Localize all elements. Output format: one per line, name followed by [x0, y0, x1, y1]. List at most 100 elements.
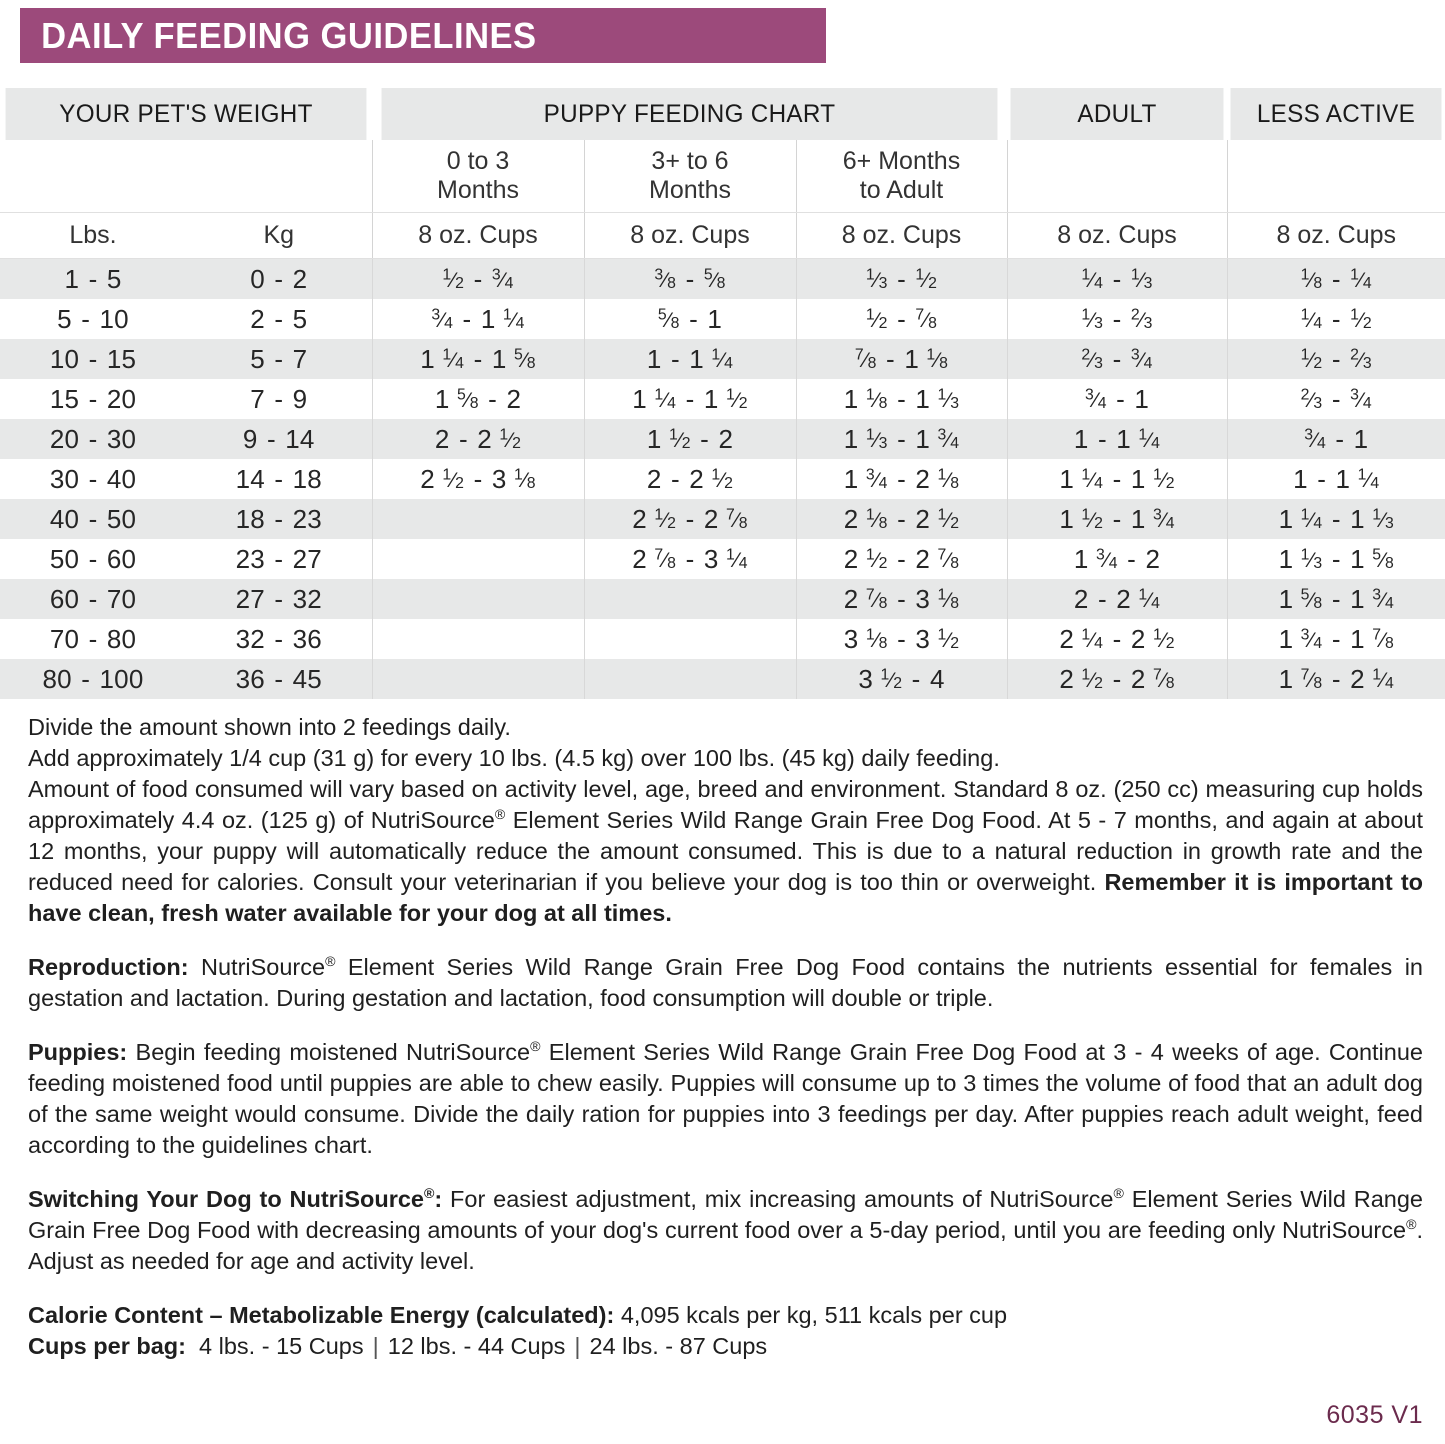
cell-kg: 23 - 27: [186, 539, 372, 579]
table-row: 60 - 70 27 - 32 2 7⁄8 - 3 1⁄8 2 - 2 1⁄4 1 5⁄…: [0, 579, 1445, 619]
cell-less-active: 1⁄2 - 2⁄3: [1226, 339, 1445, 379]
age-header-0-3-line1: 0 to 3: [446, 146, 510, 175]
cell-less-active: 2⁄3 - 3⁄4: [1226, 379, 1445, 419]
header-adult: ADULT: [1010, 88, 1224, 140]
switching-label-end: :: [434, 1186, 443, 1213]
age-header-blank-adult: [1006, 140, 1228, 213]
cell-lbs: 1 - 5: [0, 258, 186, 299]
cell-adult: 1 1⁄4 - 1 1⁄2: [1006, 459, 1228, 499]
cell-less-active: 1 1⁄4 - 1 1⁄3: [1226, 499, 1445, 539]
registered-mark-icon: ®: [1406, 1216, 1417, 1233]
cell-puppy-0-3: [371, 619, 584, 659]
registered-mark-icon: ®: [424, 1185, 435, 1202]
cell-lbs: 5 - 10: [0, 299, 186, 339]
cell-puppy-0-3: [371, 579, 584, 619]
cell-puppy-6-adult: 3 1⁄2 - 4: [795, 659, 1008, 699]
cell-adult: 2 - 2 1⁄4: [1006, 579, 1228, 619]
switching-text-3: . Adjust as needed for age and activity …: [28, 1217, 1423, 1275]
page-title-bar: DAILY FEEDING GUIDELINES: [20, 8, 826, 63]
cell-puppy-0-3: [371, 539, 584, 579]
header-pet-weight: YOUR PET'S WEIGHT: [5, 88, 367, 140]
age-header-6-adult: 6+ Months to Adult: [795, 140, 1008, 213]
cell-puppy-3-6: 1 1⁄2 - 2: [583, 419, 796, 459]
cell-less-active: 1 1⁄3 - 1 5⁄8: [1226, 539, 1445, 579]
cell-lbs: 10 - 15: [0, 339, 186, 379]
cell-puppy-0-3: [371, 499, 584, 539]
cell-kg: 9 - 14: [186, 419, 372, 459]
cell-puppy-3-6: 2 - 2 1⁄2: [583, 459, 796, 499]
cell-puppy-3-6: 1 - 1 1⁄4: [583, 339, 796, 379]
unit-header-less-active: 8 oz. Cups: [1226, 212, 1445, 259]
note-main-part2: Element Series Wild Range Grain Free Dog…: [28, 807, 1423, 896]
cell-puppy-0-3: 2 1⁄2 - 3 1⁄8: [371, 459, 584, 499]
cups-per-bag-value-1: 4 lbs. - 15 Cups: [199, 1333, 364, 1360]
age-header-6-adult-line2: to Adult: [859, 176, 944, 204]
cell-puppy-0-3: 2 - 2 1⁄2: [371, 419, 584, 459]
unit-header-puppy-0-3: 8 oz. Cups: [371, 212, 584, 259]
note-cups-per-bag: Cups per bag: 4 lbs. - 15 Cups | 12 lbs. -…: [28, 1331, 1423, 1362]
cell-puppy-6-adult: 1 1⁄3 - 1 3⁄4: [795, 419, 1008, 459]
cell-lbs: 30 - 40: [0, 459, 186, 499]
cell-less-active: 1 3⁄4 - 1 7⁄8: [1226, 619, 1445, 659]
cell-less-active: 1⁄8 - 1⁄4: [1226, 258, 1445, 299]
cell-kg: 5 - 7: [186, 339, 372, 379]
registered-mark-icon: ®: [530, 1038, 541, 1055]
cell-kg: 18 - 23: [186, 499, 372, 539]
cell-adult: 2 1⁄2 - 2 7⁄8: [1006, 659, 1228, 699]
unit-header-puppy-3-6: 8 oz. Cups: [583, 212, 796, 259]
unit-header-kg: Kg: [186, 212, 372, 259]
cups-per-bag-value-3: 24 lbs. - 87 Cups: [589, 1333, 768, 1360]
cell-kg: 2 - 5: [186, 299, 372, 339]
registered-mark-icon: ®: [1113, 1185, 1124, 1202]
cell-puppy-0-3: 1 5⁄8 - 2: [371, 379, 584, 419]
puppies-text-2: Element Series Wild Range Grain Free Dog…: [28, 1039, 1423, 1159]
age-header-blank-less-active: [1226, 140, 1445, 213]
registered-mark-icon: ®: [325, 953, 336, 970]
age-header-3-6-months: 3+ to 6 Months: [583, 140, 796, 213]
cell-puppy-3-6: [583, 579, 796, 619]
cell-lbs: 50 - 60: [0, 539, 186, 579]
cell-less-active: 1 5⁄8 - 1 3⁄4: [1226, 579, 1445, 619]
cell-puppy-0-3: 3⁄4 - 1 1⁄4: [371, 299, 584, 339]
cell-less-active: 1 - 1 1⁄4: [1226, 459, 1445, 499]
age-header-0-3-months: 0 to 3 Months: [371, 140, 584, 213]
feeding-chart-table-wrap: YOUR PET'S WEIGHT PUPPY FEEDING CHART AD…: [0, 88, 1445, 699]
unit-header-lbs: Lbs.: [0, 212, 186, 259]
note-line-2: Add approximately 1/4 cup (31 g) for eve…: [28, 745, 1000, 772]
switching-label: Switching Your Dog to NutriSource: [28, 1186, 424, 1213]
reproduction-label: Reproduction:: [28, 954, 189, 981]
age-header-blank-weight: [0, 140, 372, 213]
cell-puppy-6-adult: 1⁄3 - 1⁄2: [795, 258, 1008, 299]
cell-adult: 1⁄3 - 2⁄3: [1006, 299, 1228, 339]
registered-mark-icon: ®: [494, 806, 506, 823]
cell-puppy-6-adult: 2 7⁄8 - 3 1⁄8: [795, 579, 1008, 619]
cell-puppy-6-adult: 2 1⁄8 - 2 1⁄2: [795, 499, 1008, 539]
cell-puppy-3-6: [583, 619, 796, 659]
puppies-text-1: Begin feeding moistened NutriSource: [127, 1039, 531, 1066]
cell-adult: 1 3⁄4 - 2: [1006, 539, 1228, 579]
cell-puppy-3-6: 1 1⁄4 - 1 1⁄2: [583, 379, 796, 419]
unit-header-puppy-6-adult: 8 oz. Cups: [795, 212, 1008, 259]
cell-lbs: 80 - 100: [0, 659, 186, 699]
note-main-bold: Remember it is important to have clean, …: [28, 869, 1423, 927]
cell-kg: 7 - 9: [186, 379, 372, 419]
cell-kg: 32 - 36: [186, 619, 372, 659]
cell-puppy-6-adult: 3 1⁄8 - 3 1⁄2: [795, 619, 1008, 659]
table-unit-header-row: Lbs. Kg 8 oz. Cups 8 oz. Cups 8 oz. Cups…: [0, 212, 1445, 259]
cell-lbs: 70 - 80: [0, 619, 186, 659]
switching-text-2: Element Series Wild Range Grain Free Dog…: [28, 1186, 1423, 1244]
cell-puppy-3-6: 3⁄8 - 5⁄8: [583, 258, 796, 299]
cell-less-active: 1⁄4 - 1⁄2: [1226, 299, 1445, 339]
table-group-header-row: YOUR PET'S WEIGHT PUPPY FEEDING CHART AD…: [0, 88, 1445, 140]
unit-header-adult: 8 oz. Cups: [1006, 212, 1228, 259]
cell-kg: 27 - 32: [186, 579, 372, 619]
note-puppies: Puppies: Begin feeding moistened NutriSo…: [28, 1037, 1423, 1161]
cell-puppy-0-3: 1⁄2 - 3⁄4: [371, 258, 584, 299]
cell-puppy-6-adult: 2 1⁄2 - 2 7⁄8: [795, 539, 1008, 579]
note-line-1: Divide the amount shown into 2 feedings …: [28, 714, 511, 740]
calorie-value: 4,095 kcals per kg, 511 kcals per cup: [614, 1302, 1008, 1329]
